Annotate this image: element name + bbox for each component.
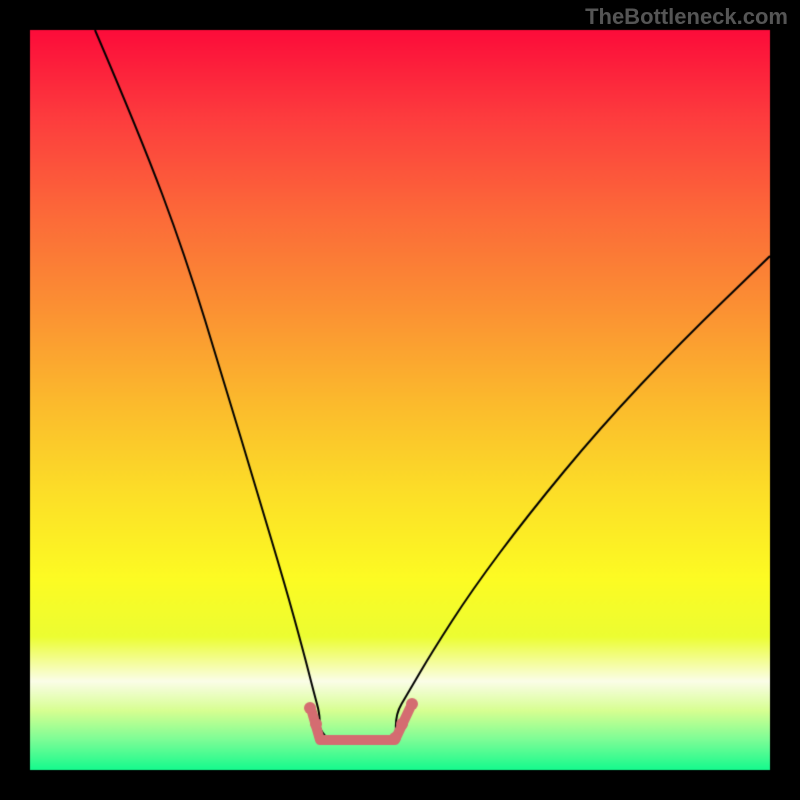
chart-stage: TheBottleneck.com <box>0 0 800 800</box>
bottleneck-curve-canvas <box>0 0 800 800</box>
